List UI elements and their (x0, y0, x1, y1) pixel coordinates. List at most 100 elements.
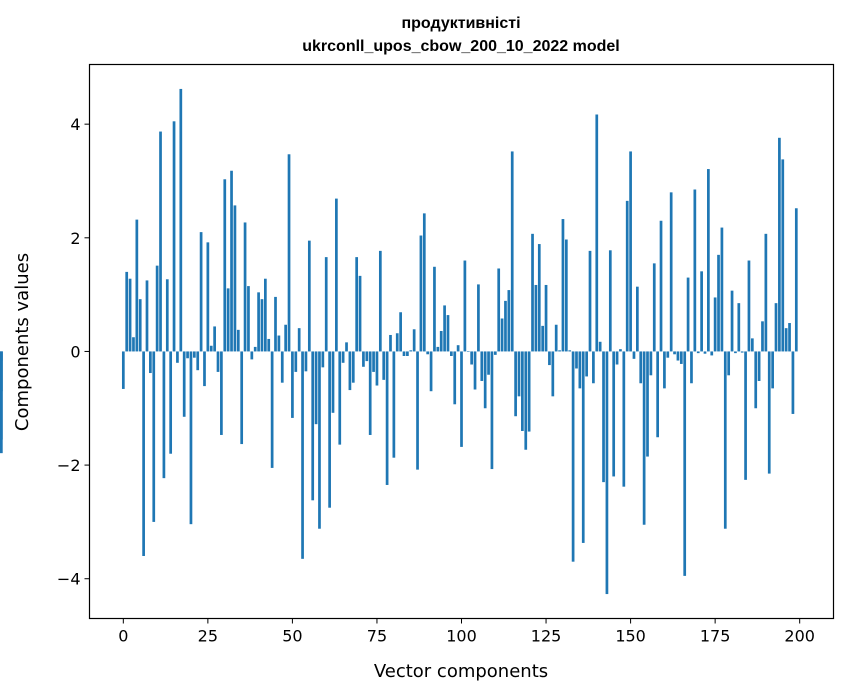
bar-22 (196, 351, 200, 371)
bar-24 (203, 351, 206, 387)
bar-182 (737, 303, 741, 352)
y-tick-label-4: 4 (70, 115, 80, 134)
bar-189 (761, 321, 764, 352)
bar-168 (690, 351, 693, 384)
bar-147 (619, 349, 622, 352)
bar-13 (165, 279, 169, 352)
y-tick-label--2: −2 (57, 456, 81, 475)
bar-31 (226, 288, 230, 352)
x-tick-label-100: 100 (446, 627, 477, 646)
bar-120 (527, 351, 531, 432)
bar-118 (521, 351, 524, 431)
bar-145 (612, 351, 616, 477)
bar-154 (642, 351, 646, 525)
bar-12 (162, 351, 166, 479)
bar-35 (240, 351, 244, 445)
bar-150 (629, 151, 632, 352)
bar-132 (568, 350, 572, 352)
bar-96 (446, 315, 450, 352)
bar-142 (602, 351, 605, 483)
bar-191 (767, 351, 771, 474)
bar-16 (176, 351, 179, 363)
bar-161 (666, 351, 670, 358)
bar-153 (639, 351, 643, 384)
x-tick-label-200: 200 (784, 627, 815, 646)
bar-39 (253, 346, 257, 352)
bar-20 (189, 351, 193, 525)
bar-78 (385, 351, 389, 485)
bar-46 (277, 335, 281, 352)
bar-27 (213, 326, 216, 352)
bar-194 (778, 137, 781, 352)
bar-158 (656, 351, 659, 438)
bar-68 (351, 351, 355, 383)
bar-188 (757, 351, 761, 381)
bar-169 (693, 189, 697, 352)
x-tick-label-50: 50 (282, 627, 302, 646)
bar-112 (500, 318, 504, 352)
bar-53 (301, 351, 304, 559)
plot-frame (88, 63, 835, 620)
bar-179 (727, 351, 731, 376)
bar-144 (608, 250, 612, 352)
bar-192 (771, 351, 774, 389)
bar-115 (510, 151, 514, 352)
bar-84 (406, 351, 409, 356)
bar-133 (571, 351, 575, 562)
bar-157 (652, 263, 656, 352)
bar-123 (537, 244, 541, 352)
bar-74 (372, 351, 375, 372)
bar-21 (192, 351, 196, 358)
bar-38 (250, 351, 254, 360)
y-tick-label-0: 0 (70, 342, 80, 361)
bar-7 (145, 280, 149, 352)
x-tick-label-0: 0 (118, 627, 128, 646)
bar-184 (744, 351, 747, 480)
bar-137 (585, 351, 588, 377)
chart-title-line1: продуктивністі (401, 15, 520, 32)
bar-25 (206, 242, 210, 352)
x-tick-label-175: 175 (700, 627, 731, 646)
bar-113 (504, 300, 507, 352)
bar-73 (368, 351, 372, 435)
bar-104 (473, 351, 477, 390)
bar-17 (179, 88, 183, 352)
bar-116 (514, 351, 517, 417)
bar-160 (663, 351, 666, 389)
bar-130 (561, 219, 565, 352)
bar-198 (791, 351, 795, 414)
bar-62 (331, 351, 335, 413)
bar-186 (750, 338, 754, 352)
bar-125 (544, 284, 548, 352)
x-tick-label-125: 125 (531, 627, 562, 646)
bar-143 (605, 351, 609, 595)
bar-42 (264, 278, 267, 352)
bar-37 (247, 286, 250, 352)
bar-148 (622, 351, 626, 487)
bar-11 (159, 131, 162, 352)
bar-51 (294, 351, 298, 372)
bar-180 (730, 290, 734, 352)
bar-5 (138, 299, 142, 352)
bar-185 (747, 260, 751, 352)
bar-136 (581, 351, 585, 543)
bar-87 (416, 351, 419, 470)
bar-174 (710, 351, 714, 356)
bar-49 (287, 154, 291, 352)
bar-196 (784, 328, 788, 352)
y-tick-label-2: 2 (70, 229, 80, 248)
bar-41 (260, 299, 264, 352)
bar-139 (592, 351, 595, 384)
bar-127 (551, 351, 555, 397)
bar-156 (649, 351, 653, 376)
bar-32 (230, 170, 233, 352)
bar-155 (646, 351, 649, 457)
bar-60 (324, 257, 328, 352)
bar-101 (463, 260, 467, 352)
bar-8 (149, 351, 152, 374)
bar-75 (375, 351, 379, 386)
bar-102 (466, 351, 470, 353)
x-axis-ticks: 0 25 50 75 100 125 150 175 200 (118, 618, 815, 646)
bar-56 (311, 351, 315, 501)
